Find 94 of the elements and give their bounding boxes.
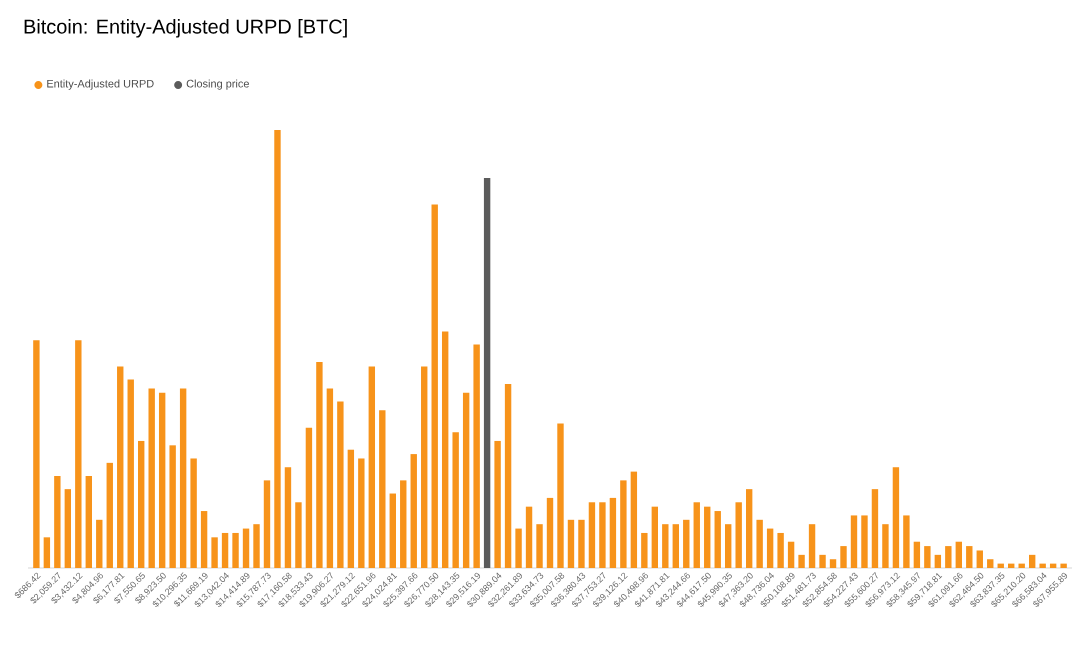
bar [410, 454, 417, 568]
bar [452, 432, 459, 568]
bar [326, 388, 334, 568]
bar [211, 537, 218, 568]
bar [200, 511, 208, 568]
bar [337, 401, 344, 568]
bar [787, 541, 795, 568]
bar [913, 541, 921, 568]
bar [64, 489, 72, 568]
bar [756, 519, 763, 568]
bar [462, 392, 470, 568]
bar [840, 546, 847, 568]
bar [588, 502, 596, 568]
bar [483, 178, 491, 568]
bar [798, 554, 805, 568]
bar [766, 528, 774, 568]
bar [683, 519, 690, 568]
bar [515, 528, 522, 568]
bar [221, 532, 229, 568]
bar [557, 423, 564, 568]
bar [96, 519, 103, 568]
bar [379, 410, 386, 568]
bar [578, 519, 585, 568]
bar [945, 546, 952, 568]
bar [358, 458, 365, 568]
bar [389, 493, 396, 568]
bar [473, 344, 480, 568]
bar [179, 388, 187, 568]
bar [347, 449, 355, 568]
bar [431, 204, 438, 568]
bar [819, 554, 826, 568]
bar [892, 467, 900, 568]
bar [704, 506, 711, 568]
chart-title: Bitcoin: Entity-Adjusted URPD [BTC] [24, 19, 347, 38]
bar [138, 440, 145, 568]
bar [829, 559, 837, 568]
bar [421, 366, 428, 568]
bar [693, 502, 700, 568]
bar [641, 532, 648, 568]
bar [651, 506, 659, 568]
bar [263, 480, 271, 568]
bar [400, 480, 407, 568]
bar [158, 392, 166, 568]
bar [882, 524, 889, 568]
bar [316, 362, 323, 568]
bar [630, 471, 638, 568]
bar [955, 541, 963, 568]
bar [242, 528, 250, 568]
bar [567, 519, 575, 568]
bar [903, 515, 910, 568]
bar [987, 559, 994, 568]
bar [924, 546, 931, 568]
bar [127, 379, 134, 568]
bar [232, 532, 239, 568]
bar [662, 524, 669, 568]
bar [274, 129, 281, 568]
bar [850, 515, 858, 568]
bar [735, 502, 742, 568]
bar [672, 524, 679, 568]
bar [295, 502, 302, 568]
bar [777, 532, 784, 568]
bar [525, 506, 533, 568]
bar [253, 524, 260, 568]
bar [43, 537, 51, 568]
bar [966, 546, 973, 568]
bar [284, 467, 292, 568]
bar [536, 524, 543, 568]
bar [934, 554, 942, 568]
bar [1028, 554, 1036, 568]
bar [976, 550, 983, 568]
bar [745, 489, 753, 568]
bar [871, 489, 879, 568]
bar [148, 388, 155, 568]
bar [106, 462, 113, 568]
bar [725, 524, 732, 568]
bar [75, 340, 82, 568]
bar [620, 480, 627, 568]
bar [305, 427, 313, 568]
bar [861, 515, 868, 568]
bar [714, 511, 721, 568]
bar [190, 458, 197, 568]
bar [609, 497, 617, 568]
bar [54, 476, 61, 568]
bar [117, 366, 124, 568]
bar [85, 476, 92, 568]
bar [546, 497, 554, 568]
bar [368, 366, 376, 568]
bar [599, 502, 606, 568]
bar [504, 384, 512, 568]
bar [441, 331, 449, 568]
bar [169, 445, 176, 568]
bar [33, 340, 40, 568]
bar [808, 524, 816, 568]
bar [494, 440, 501, 568]
